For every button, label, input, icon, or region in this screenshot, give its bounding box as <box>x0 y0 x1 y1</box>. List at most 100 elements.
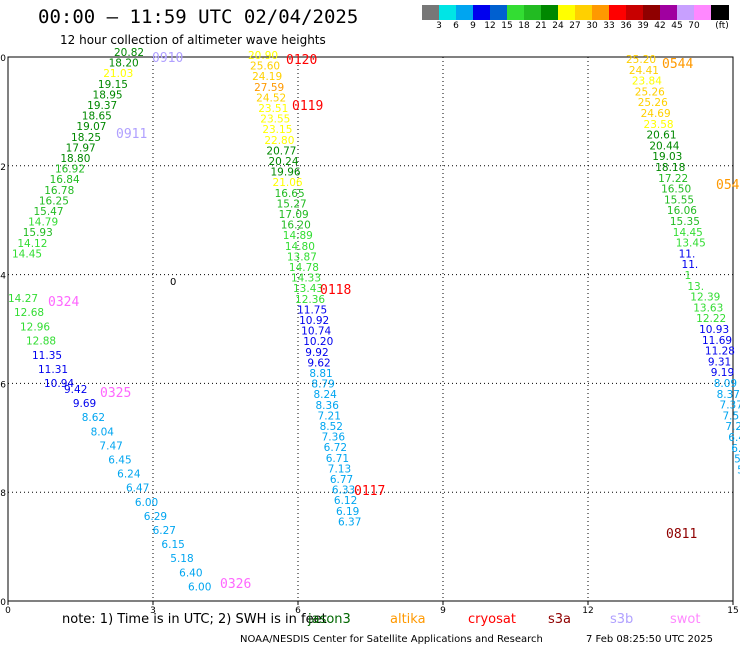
wave-height-value: 19.37 <box>87 100 117 112</box>
wave-height-value: 7.57 <box>722 410 740 422</box>
wave-height-value: 6.15 <box>161 539 184 551</box>
colorbar-label: 9 <box>470 21 476 31</box>
wave-height-value: 6.12 <box>334 495 357 507</box>
colorbar-swatch <box>677 5 695 20</box>
wave-height-value: 23.55 <box>260 114 290 126</box>
wave-height-value: 12.88 <box>26 336 56 348</box>
colorbar-labels: 3 6 9 12 15 18 21 24 27 30 33 36 39 42 45 70 (ft) <box>422 21 740 33</box>
x-tick-label: 0 <box>5 606 11 616</box>
wave-height-value: 18.25 <box>71 132 101 144</box>
pass-time-label: 0911 <box>116 127 147 142</box>
wave-height-value: 14.45 <box>12 248 42 260</box>
feature-label: 0 <box>170 277 176 288</box>
wave-height-value: 12.36 <box>295 294 325 306</box>
wave-height-value: 25.20 <box>626 54 656 66</box>
wave-height-value: 8.81 <box>309 368 332 380</box>
colorbar-label: 3 <box>436 21 442 31</box>
wave-height-value: 8.04 <box>91 426 115 438</box>
colorbar-swatch <box>439 5 457 20</box>
map-title: 00:00 – 11:59 UTC 02/04/2025 <box>38 6 359 28</box>
mission-s3a: s3a <box>548 612 572 627</box>
map-subtitle: 12 hour collection of altimeter wave hei… <box>60 33 326 47</box>
wave-height-value: 11.69 <box>702 335 732 347</box>
wave-height-value: 5.72 <box>737 464 740 476</box>
colorbar-label: 30 <box>586 21 598 31</box>
y-tick-label: 60 <box>0 598 6 608</box>
footer-timestamp: 7 Feb 08:25:50 UTC 2025 <box>586 634 713 645</box>
wave-height-value: 8.36 <box>316 400 340 412</box>
wave-height-value: 14.78 <box>289 262 319 274</box>
colorbar-swatch <box>711 5 729 20</box>
wave-height-value: 23.15 <box>262 124 292 136</box>
colorbar-unit: (ft) <box>715 21 729 31</box>
wave-height-value: 12.22 <box>696 313 726 325</box>
wave-height-value: 19.96 <box>271 167 301 179</box>
wave-height-value: 6.00 <box>135 497 158 509</box>
wave-height-value: 9.19 <box>711 367 734 379</box>
x-tick-label: 3 <box>150 606 156 616</box>
wave-height-value: 6.77 <box>330 474 353 486</box>
colorbar-swatch <box>592 5 610 20</box>
wave-height-value: 11. <box>682 259 699 271</box>
wave-height-value: 13.87 <box>287 251 317 263</box>
wave-height-value: 24.41 <box>629 65 659 77</box>
wave-height-value: 20.77 <box>266 145 296 157</box>
colorbar-swatch <box>626 5 644 20</box>
colorbar-swatch <box>524 5 542 20</box>
colorbar-swatch <box>558 5 576 20</box>
colorbar-swatch <box>643 5 661 20</box>
x-tick-label: 6 <box>295 606 301 616</box>
footer-note: note: 1) Time is in UTC; 2) SWH is in fe… <box>62 612 327 627</box>
wave-height-value: 9.92 <box>305 347 328 359</box>
wave-height-value: 15.93 <box>23 227 53 239</box>
wave-height-value: 18.80 <box>60 153 90 165</box>
wave-height-value: 15.55 <box>664 194 694 206</box>
wave-height-value: 17.09 <box>279 209 309 221</box>
pass-time-label: 0910 <box>152 51 183 66</box>
wave-height-value: 20.24 <box>268 156 298 168</box>
map-grid <box>8 57 733 601</box>
wave-height-value: 7.27 <box>725 421 740 433</box>
colorbar-label: 12 <box>484 21 496 31</box>
wave-height-value: 24.19 <box>252 71 282 83</box>
wave-height-value: 18.20 <box>109 58 139 70</box>
colorbar-label: 70 <box>688 21 700 31</box>
pass-time-label: 0544 <box>662 57 693 72</box>
wave-height-value: 12.68 <box>14 307 44 319</box>
pass-labels: 0910 0911 0324 0325 0326 0120 0119 0118 0117 0544… <box>48 51 740 592</box>
wave-height-value: 16.84 <box>50 174 80 186</box>
colorbar-label: 45 <box>671 21 683 31</box>
wave-height-value: 6.33 <box>332 485 355 497</box>
pass-time-label: 0325 <box>100 386 131 401</box>
wave-height-value: 8.09 <box>714 378 737 390</box>
wave-height-value: 11.75 <box>297 304 327 316</box>
wave-height-value: 6.27 <box>153 525 176 537</box>
mission-s3b: s3b <box>610 612 634 627</box>
wave-height-value: 16.25 <box>39 195 69 207</box>
wave-height-value: 10.93 <box>699 324 729 336</box>
colorbar-swatch <box>660 5 678 20</box>
y-tick-label: 50 <box>0 54 6 64</box>
colorbar-swatch <box>422 5 440 20</box>
x-tick-label: 9 <box>440 606 446 616</box>
wave-height-value: 10.94 <box>44 378 74 390</box>
mission-altika: altika <box>390 612 426 627</box>
wave-height-value: 6.29 <box>144 511 167 523</box>
wave-height-value: 18.18 <box>655 162 685 174</box>
colorbar-label: 39 <box>637 21 649 31</box>
wave-height-value: 8.24 <box>313 389 337 401</box>
y-tick-label: 52 <box>0 163 6 173</box>
wave-height-value: 13.45 <box>676 238 706 250</box>
wave-height-value: 20.44 <box>649 140 679 152</box>
wave-height-value: 22.80 <box>264 135 294 147</box>
wave-height-value: 24.69 <box>641 108 671 120</box>
pass-time-label: 0324 <box>48 295 79 310</box>
wave-height-value: 19.03 <box>652 151 682 163</box>
wave-height-value: 5.55 <box>734 454 740 466</box>
wave-height-value: 14.80 <box>285 241 315 253</box>
pass-time-label: 0120 <box>286 53 317 68</box>
wave-height-colorbar <box>422 5 729 20</box>
wave-height-value: 7.37 <box>720 400 740 412</box>
